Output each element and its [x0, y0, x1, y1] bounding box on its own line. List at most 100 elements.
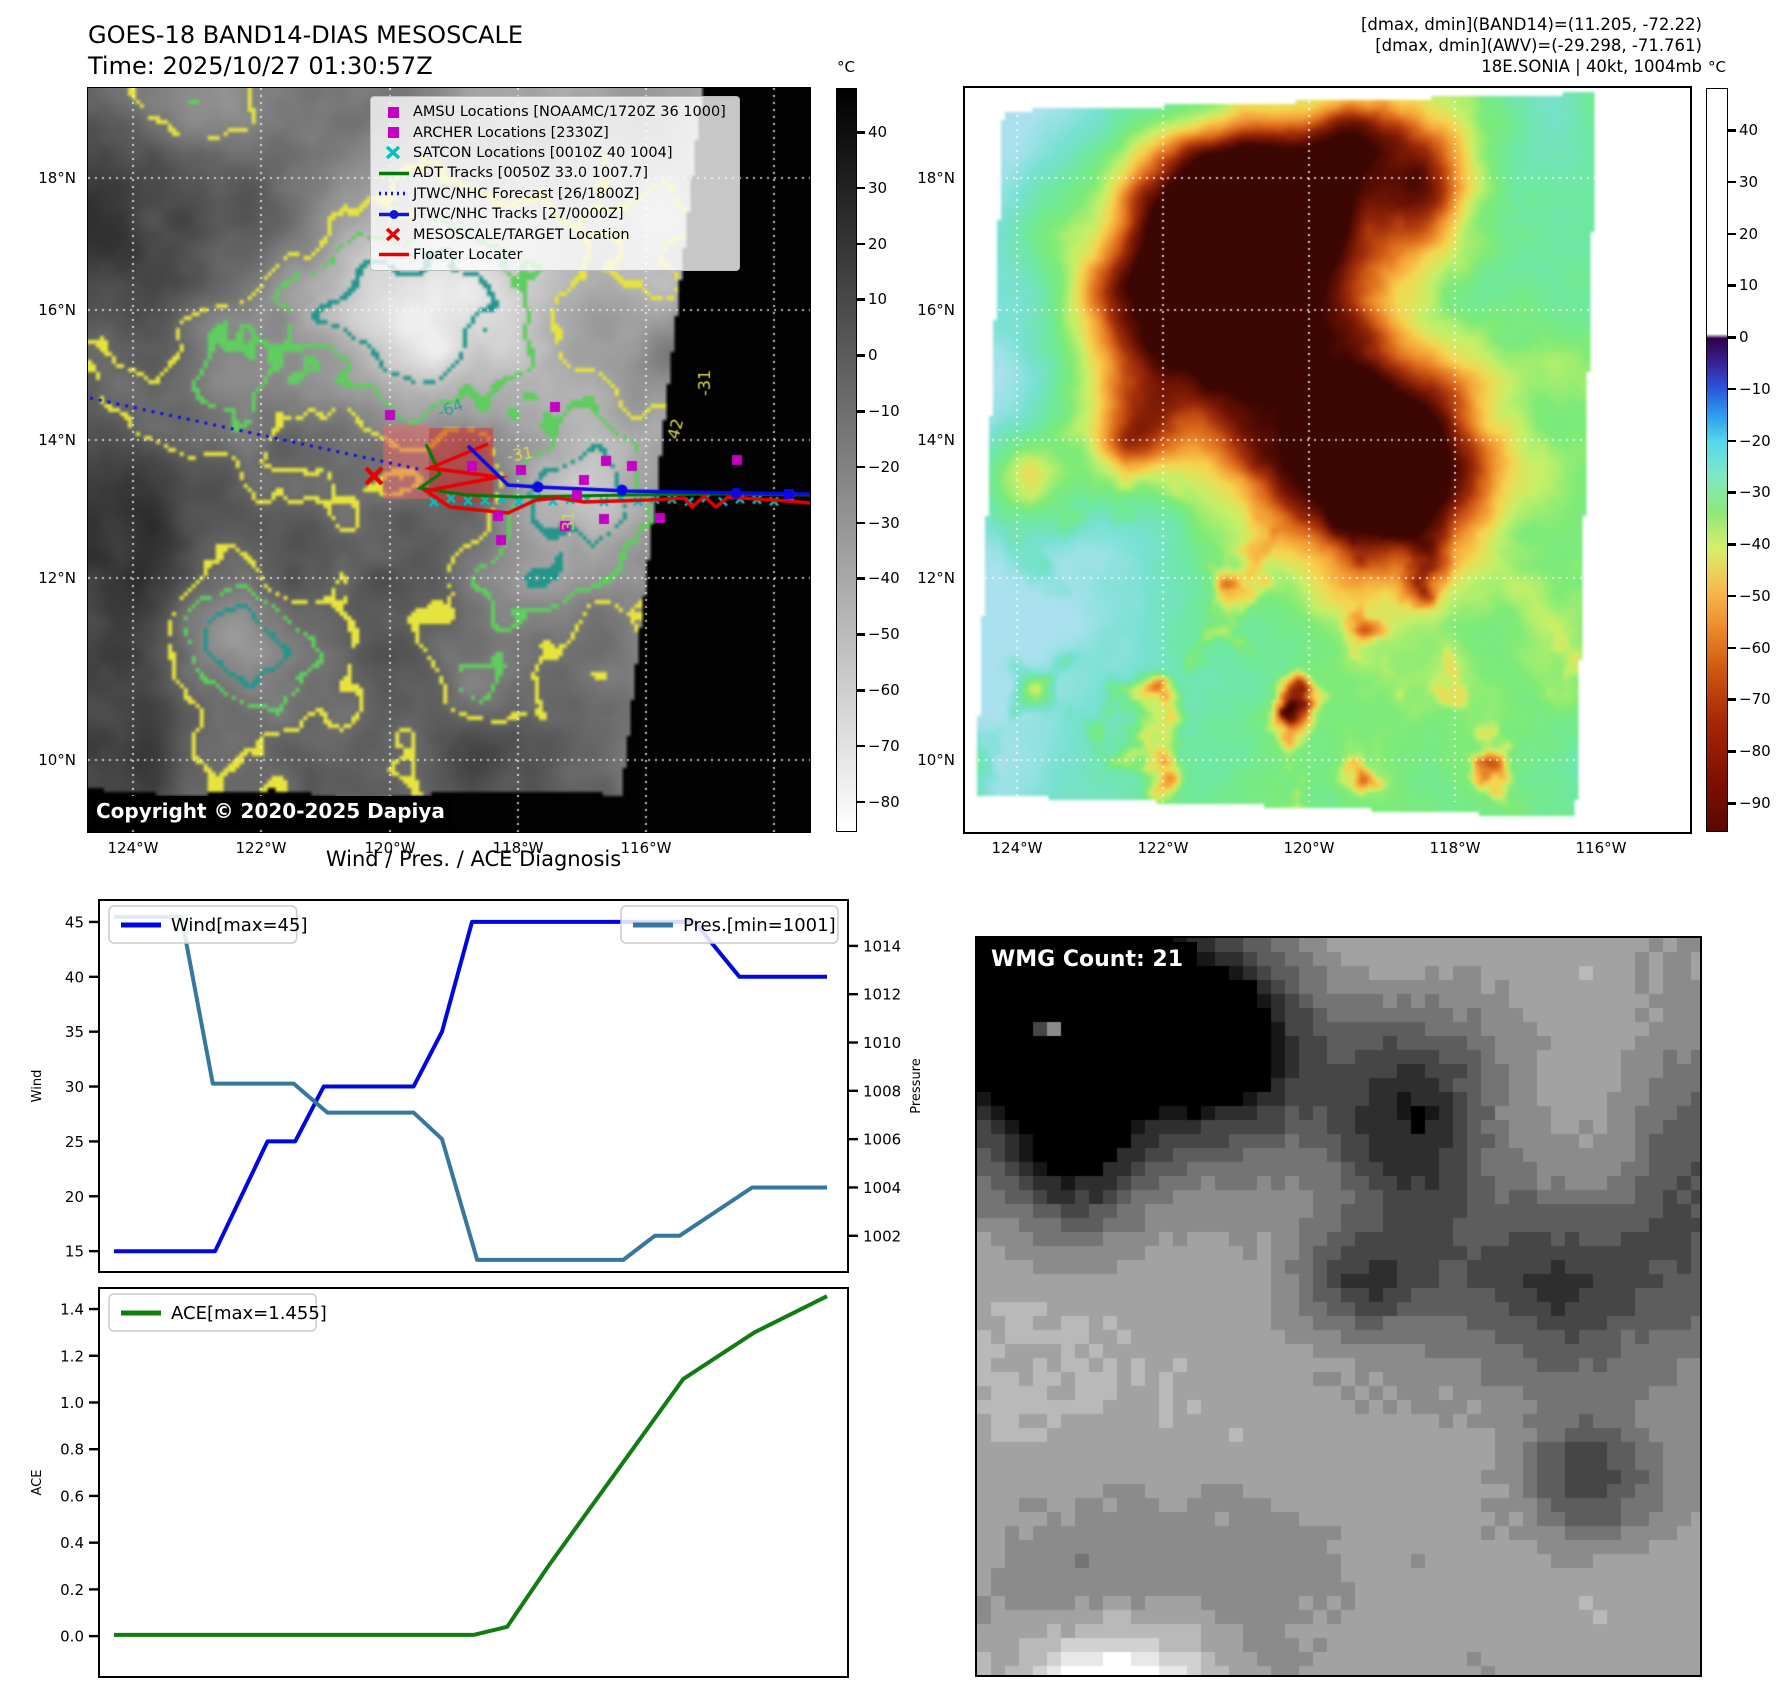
legend-item: SATCON Locations [0010Z 40 1004] — [377, 143, 733, 163]
tick-label: 1004 — [863, 1179, 901, 1197]
lon-tick-right: 122°W — [1137, 839, 1189, 857]
lon-tick-left: 120°W — [364, 839, 416, 857]
legend-item: MESOSCALE/TARGET Location — [377, 224, 733, 244]
legend-item: ARCHER Locations [2330Z] — [377, 122, 733, 142]
lon-tick-left: 122°W — [235, 839, 287, 857]
legend-label: ADT Tracks [0050Z 33.0 1007.7] — [413, 165, 649, 182]
left-axis-title: Wind — [30, 1070, 45, 1103]
chart-legend: ACE[max=1.455] — [108, 1293, 327, 1332]
colorbar-left-tick-label: 30 — [868, 178, 888, 197]
lat-tick-right: 14°N — [917, 431, 955, 449]
tick-label: 0.6 — [60, 1487, 84, 1505]
dotted-icon — [379, 192, 409, 196]
pres-line — [114, 914, 827, 1262]
tick-label: 30 — [65, 1078, 84, 1096]
info-awv: [dmax, dmin](AWV)=(-29.298, -71.761) — [1375, 36, 1702, 55]
lat-tick-left: 18°N — [38, 169, 76, 187]
legend-marker — [377, 206, 413, 223]
colorbar-left-tick-label: −30 — [868, 513, 900, 532]
legend-label: Pres.[min=1001] — [683, 915, 836, 936]
legend-label: SATCON Locations [0010Z 40 1004] — [413, 144, 673, 161]
colorbar-left-tick — [857, 242, 865, 246]
legend-label: ACE[max=1.455] — [171, 1303, 327, 1324]
colorbar-right-tick — [1728, 750, 1736, 753]
left-axis-title: ACE — [30, 1470, 45, 1496]
colorbar-right-tick-label: −20 — [1739, 431, 1771, 450]
lon-tick-left: 124°W — [107, 839, 159, 857]
colorbar-left-tick — [857, 800, 865, 804]
legend-item: ADT Tracks [0050Z 33.0 1007.7] — [377, 163, 733, 183]
right-axis-title: Pressure — [909, 1058, 924, 1114]
colorbar-right-tick — [1728, 646, 1736, 650]
wmg-image — [977, 938, 1700, 1675]
tick-label: 0.0 — [60, 1628, 84, 1646]
colorbar-right-tick-label: −90 — [1739, 794, 1771, 812]
legend-marker — [377, 185, 413, 202]
colorbar-right-tick — [1728, 698, 1736, 701]
lat-tick-right: 16°N — [917, 301, 955, 319]
colorbar-right-tick-label: 40 — [1739, 121, 1759, 139]
wmg-panel: WMG Count: 21 — [975, 936, 1702, 1677]
tick-label: 1014 — [863, 937, 901, 955]
colorbar-color — [1706, 88, 1728, 832]
legend-box — [620, 905, 839, 944]
colorbar-right-tick — [1728, 439, 1736, 443]
colorbar-right-tick-label: 30 — [1739, 172, 1759, 191]
lon-tick-right: 120°W — [1283, 839, 1335, 857]
line-dot-icon — [379, 209, 409, 219]
colorbar-right-tick-label: −70 — [1739, 690, 1771, 709]
colorbar-left-tick — [857, 410, 865, 413]
tick-label: 1.4 — [60, 1301, 84, 1319]
colorbar-left-tick — [857, 298, 865, 301]
legend-marker — [377, 144, 413, 161]
tick-label: 1012 — [863, 986, 901, 1004]
tick-label: 0.4 — [60, 1534, 84, 1552]
lat-tick-right: 10°N — [917, 751, 955, 769]
line-icon — [379, 171, 409, 176]
lon-tick-left: 118°W — [492, 839, 544, 857]
colorbar-left-tick-label: 10 — [868, 290, 888, 309]
tick-label: 0.8 — [60, 1441, 84, 1459]
colorbar-right-tick — [1728, 284, 1736, 287]
colorbar-right-tick — [1728, 336, 1736, 339]
colorbar-left-tick-label: 0 — [868, 346, 878, 365]
colorbar-right-tick-label: 20 — [1739, 224, 1759, 243]
chart-series-group — [114, 1294, 828, 1637]
legend-item: JTWC/NHC Forecast [26/1800Z] — [377, 184, 733, 204]
colorbar-right-tick-label: 0 — [1739, 328, 1749, 347]
tick-label: 1006 — [863, 1131, 901, 1149]
ace-line — [114, 1294, 828, 1637]
colorbar-left-tick-label: −10 — [868, 402, 900, 420]
colorbar-grayscale — [836, 88, 857, 832]
legend-label: ARCHER Locations [2330Z] — [413, 124, 609, 141]
colorbar-right-tick — [1728, 387, 1736, 391]
colorbar-right-tick — [1728, 232, 1736, 236]
colorbar-right-tick — [1728, 180, 1736, 184]
legend-item: JTWC/NHC Tracks [27/0000Z] — [377, 204, 733, 224]
tick-label: 45 — [65, 913, 84, 931]
lat-tick-left: 16°N — [38, 301, 76, 319]
colorbar-right-tick — [1728, 594, 1736, 598]
panel-title-block: GOES-18 BAND14-DIAS MESOSCALE Time: 2025… — [88, 20, 523, 82]
tick-label: 35 — [65, 1023, 84, 1041]
line-icon — [379, 253, 409, 257]
colorbar-right-tick-label: −80 — [1739, 742, 1771, 761]
charts-title: Wind / Pres. / ACE Diagnosis — [325, 847, 622, 871]
legend-label: MESOSCALE/TARGET Location — [413, 226, 630, 243]
colorbar-left-tick — [857, 465, 865, 469]
chart-legend: Wind[max=45] — [108, 905, 308, 944]
chart-legend: Pres.[min=1001] — [620, 905, 839, 944]
chart-frame — [98, 899, 849, 1273]
map-legend: AMSU Locations [NOAAMC/1720Z 36 1000] ARC… — [370, 96, 740, 272]
colorbar-left-tick — [857, 744, 865, 748]
colorbar-right-title: °C — [1708, 58, 1726, 76]
legend-marker — [377, 165, 413, 182]
lon-tick-left: 116°W — [620, 839, 672, 857]
colorbar-left-tick-label: −80 — [868, 792, 900, 811]
tick-label: 25 — [65, 1133, 84, 1151]
colorbar-right-tick — [1728, 129, 1736, 132]
legend-label: JTWC/NHC Tracks [27/0000Z] — [413, 206, 624, 223]
colorbar-left-tick-label: 40 — [868, 123, 888, 141]
copyright-badge: Copyright © 2020-2025 Dapiya — [90, 796, 454, 828]
